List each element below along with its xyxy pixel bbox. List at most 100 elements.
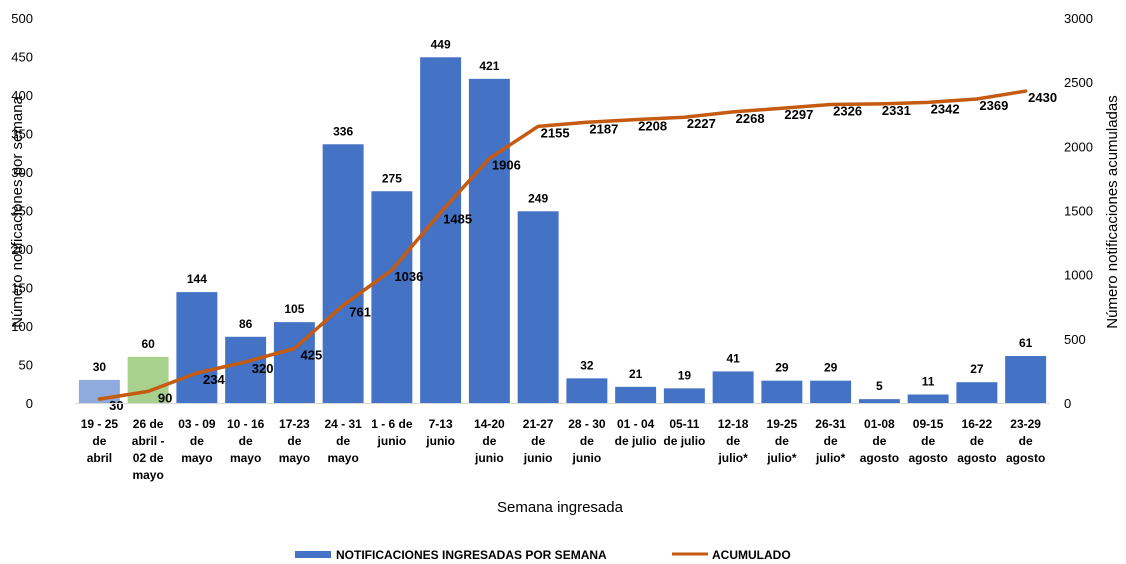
y-tick-label: 500: [11, 11, 33, 26]
x-tick-label: 26-31 de julio*: [815, 417, 846, 465]
bar-value-label: 27: [970, 362, 984, 376]
y2-tick-label: 1500: [1064, 204, 1093, 219]
x-tick-label: 19 - 25 de abril: [81, 417, 119, 465]
bar-value-label: 21: [629, 367, 643, 381]
bar-value-label: 29: [775, 361, 789, 375]
cumulative-value-label: 2208: [638, 119, 667, 134]
y-axis-title: Número notificaciones por semana: [9, 95, 26, 327]
bar-value-label: 19: [678, 368, 692, 382]
bar: [810, 380, 852, 403]
bar-value-label: 336: [333, 124, 353, 138]
cumulative-value-label: 2342: [931, 101, 960, 116]
cumulative-line: [97, 89, 1028, 401]
y-tick-label: 200: [11, 242, 33, 257]
cumulative-value-label: 320: [252, 361, 274, 376]
x-tick-label: 26 de abril -02 de mayo: [132, 417, 165, 482]
y2-tick-label: 500: [1064, 332, 1086, 347]
cumulative-value-label: 2297: [784, 107, 813, 122]
x-tick-label: 01-08 de agosto: [860, 417, 899, 465]
x-tick-label: 14-20 de junio: [474, 417, 505, 465]
bar: [956, 382, 998, 403]
bar: [517, 211, 559, 403]
bar-value-label: 29: [824, 361, 838, 375]
bar: [566, 378, 608, 403]
bar: [371, 191, 413, 403]
legend-bar-label: NOTIFICACIONES INGRESADAS POR SEMANA: [336, 548, 607, 562]
cumulative-value-label: 2268: [736, 111, 765, 126]
x-tick-label: 1 - 6 de junio: [371, 417, 413, 448]
y2-tick-label: 2000: [1064, 139, 1093, 154]
x-tick-label: 09-15 de agosto: [908, 417, 947, 465]
x-tick-label: 17-23 de mayo: [279, 417, 310, 465]
y2-tick-label: 2500: [1064, 75, 1093, 90]
cumulative-value-label: 1906: [492, 157, 521, 172]
bar: [761, 380, 803, 403]
legend: NOTIFICACIONES INGRESADAS POR SEMANA ACU…: [295, 548, 791, 562]
cumulative-value-label: 425: [301, 347, 323, 362]
bar-value-label: 249: [528, 191, 548, 205]
y-tick-label: 300: [11, 165, 33, 180]
bar: [468, 78, 510, 403]
x-axis-categories: 19 - 25 de abril 26 de abril -02 de mayo 03 - …: [75, 403, 1050, 482]
cumulative-value-label: 90: [158, 390, 172, 405]
y2-tick-label: 3000: [1064, 11, 1093, 26]
y-tick-label: 100: [11, 319, 33, 334]
cumulative-value-label: 1036: [394, 269, 423, 284]
x-tick-label: 23-29 de agosto: [1006, 417, 1045, 465]
x-tick-label: 28 - 30 de junio: [568, 417, 606, 465]
bar: [1005, 356, 1047, 403]
y2-tick-label: 0: [1064, 396, 1071, 411]
bar: [176, 292, 218, 403]
bars: [78, 57, 1047, 404]
cumulative-value-label: 2155: [541, 125, 570, 140]
bar-value-label: 449: [431, 37, 451, 51]
bar-value-label: 32: [580, 358, 594, 372]
legend-bar-swatch: [295, 551, 331, 558]
bar: [907, 394, 949, 403]
right-axis: 0 500 1000 1500 2000 2500 3000: [1064, 11, 1093, 411]
bar-value-label: 41: [726, 351, 740, 365]
bar: [615, 386, 657, 403]
y-tick-label: 50: [19, 358, 33, 373]
cumulative-series-line: [97, 89, 1028, 401]
y-tick-label: 250: [11, 204, 33, 219]
x-tick-label: 05-11 de julio: [663, 417, 705, 448]
x-tick-label: 01 - 04 de julio: [615, 417, 657, 448]
bar: [322, 144, 364, 403]
x-tick-label: 19-25 de julio*: [766, 417, 797, 465]
bar-value-label: 30: [93, 360, 107, 374]
bar: [712, 371, 754, 403]
legend-line-label: ACUMULADO: [712, 548, 791, 562]
cumulative-value-label: 761: [349, 304, 371, 319]
x-tick-label: 10 - 16 de mayo: [227, 417, 265, 465]
bar-value-label: 11: [922, 375, 935, 389]
y-tick-label: 450: [11, 50, 33, 65]
y2-tick-label: 1000: [1064, 268, 1093, 283]
bar-value-label: 60: [141, 337, 155, 351]
cumulative-value-label: 2326: [833, 103, 862, 118]
bar-value-label: 61: [1019, 336, 1033, 350]
bar-value-label: 105: [284, 302, 304, 316]
x-tick-label: 12-18 de julio*: [717, 417, 748, 465]
y-tick-label: 150: [11, 281, 33, 296]
bar: [858, 399, 900, 403]
bar: [225, 336, 267, 403]
x-tick-label: 21-27 de junio: [523, 417, 554, 465]
bar-value-label: 86: [239, 317, 253, 331]
x-tick-label: 24 - 31 de mayo: [324, 417, 362, 465]
cumulative-value-labels: 30 90 234 320 425 761 1036 1485 1906 2155 2187 2208…: [109, 90, 1057, 413]
cumulative-value-label: 2187: [589, 121, 618, 136]
cumulative-value-label: 2369: [979, 98, 1008, 113]
left-axis: 0 50 100 150 200 250 300 350 400 450 500: [11, 11, 33, 411]
bar-value-label: 421: [479, 59, 499, 73]
cumulative-value-label: 2430: [1028, 90, 1057, 105]
cumulative-value-label: 234: [203, 372, 225, 387]
x-tick-label: 03 - 09 de mayo: [178, 417, 216, 465]
bar-value-label: 5: [876, 379, 883, 393]
bar: [663, 388, 705, 403]
y-tick-label: 400: [11, 88, 33, 103]
x-tick-label: 7-13 junio: [425, 417, 455, 448]
y2-axis-title: Número notificaciones acumuladas: [1104, 95, 1121, 328]
cumulative-value-label: 2227: [687, 116, 716, 131]
